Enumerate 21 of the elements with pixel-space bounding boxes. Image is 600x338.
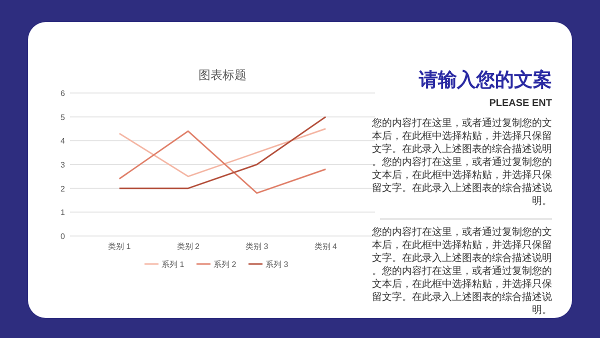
y-tick-label: 1 <box>60 208 66 218</box>
y-tick-label: 2 <box>60 184 66 194</box>
y-tick-label: 0 <box>60 232 66 241</box>
y-tick-label: 5 <box>60 112 66 122</box>
text: PLEASE ENT <box>489 98 552 109</box>
chart-title: 图表标题 <box>198 68 246 82</box>
x-tick-label: 类别 4 <box>314 242 338 251</box>
x-tick-label: 类别 2 <box>176 242 200 251</box>
line-series <box>118 128 326 178</box>
y-tick-label: 6 <box>60 89 66 98</box>
text: 请输入您的文案 <box>418 69 552 91</box>
annotation: 您的内容打在这里，或者通过复制您的文本后，在此框中选择粘贴，并选择只保留文字。在此录入上述图表的综合描述说明。您的内容打在这里，或者通过复制您的文本后，在此框中选择粘贴，并选择只保留文字。在此录入上述图表的综合描述说明。 <box>371 226 552 316</box>
y-tick-label: 4 <box>60 136 66 146</box>
y-tick-label: 3 <box>60 160 66 170</box>
x-tick-label: 类别 1 <box>108 242 132 251</box>
annotation: 您的内容打在这里，或者通过复制您的文本后，在此框中选择粘贴，并选择只保留文字。在此录入上述图表的综合描述说明。您的内容打在这里，或者通过复制您的文本后，在此框中选择粘贴，并选择只保留文字。在此录入上述图表的综合描述说明。 <box>371 117 552 207</box>
legend-label: 系列 3 <box>266 260 289 269</box>
legend-label: 系列 1 <box>162 260 185 269</box>
line-series <box>118 130 326 194</box>
x-tick-label: 类别 3 <box>246 242 269 251</box>
legend-label: 系列 2 <box>214 260 237 269</box>
